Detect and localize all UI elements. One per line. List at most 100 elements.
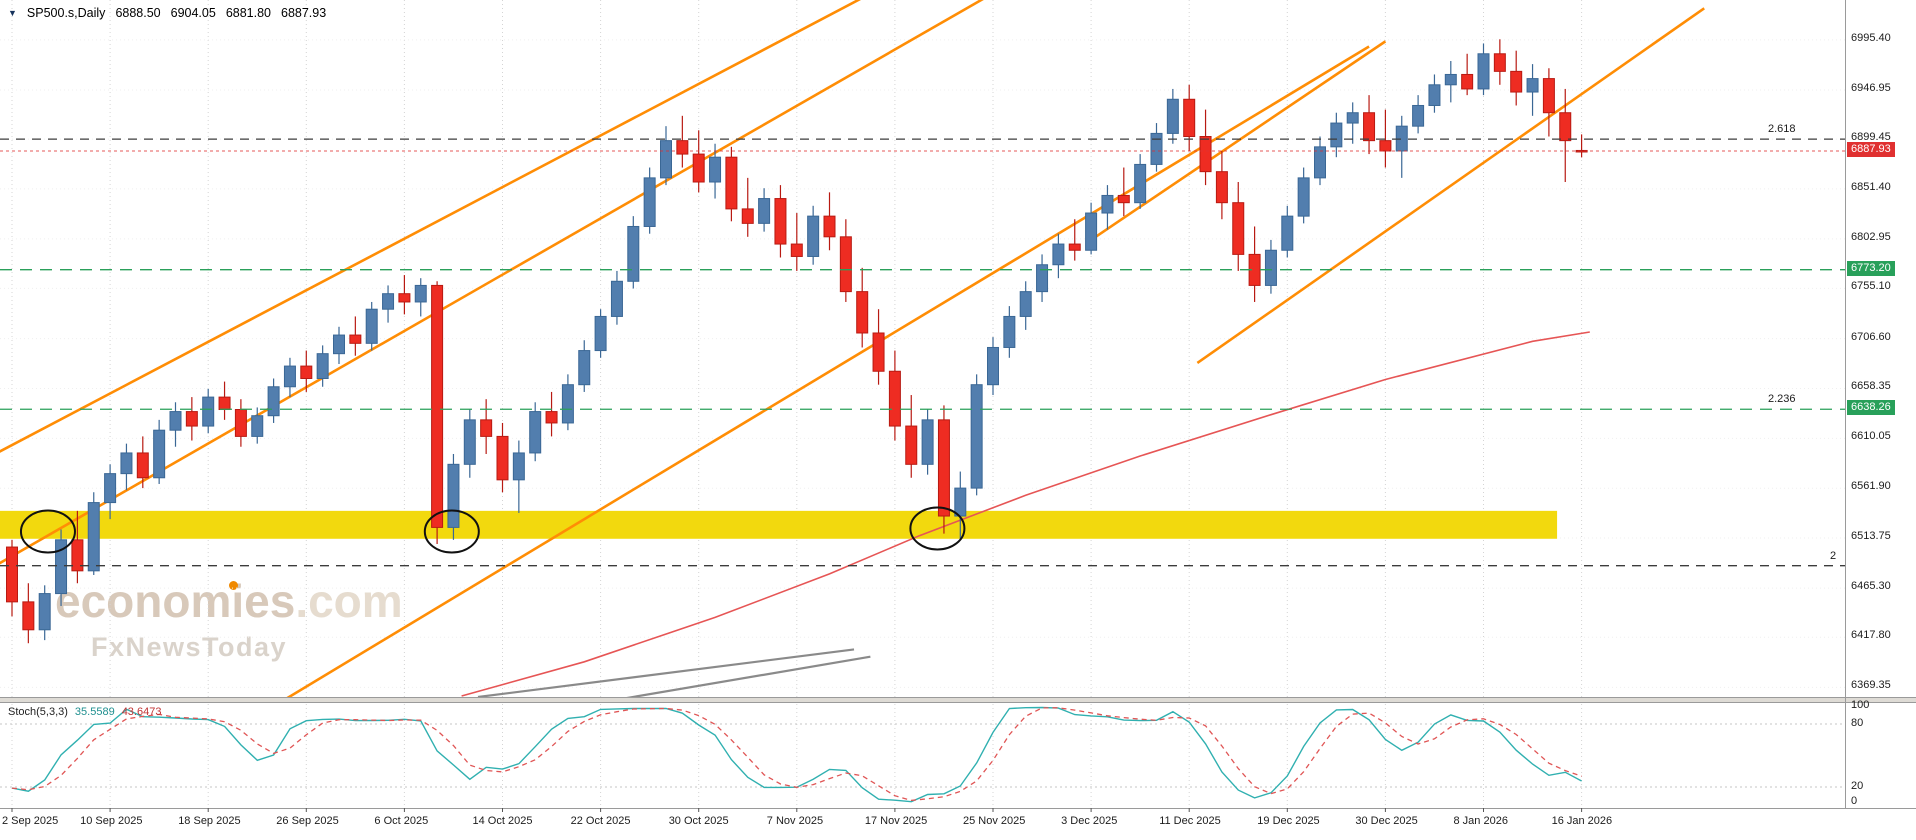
trend-line[interactable]: [1196, 7, 1705, 365]
candle-up: [970, 384, 983, 489]
candle-down: [480, 419, 493, 437]
quote-open: 6888.50: [115, 6, 161, 20]
candle-down: [1461, 73, 1474, 90]
candle-up: [1477, 53, 1490, 90]
watermark-brand-line: economies.com: [55, 578, 403, 624]
candle-down: [1117, 194, 1130, 204]
candle-down: [905, 425, 918, 465]
candle-up: [660, 140, 672, 179]
watermark: economies.com FxNewsToday: [55, 578, 403, 663]
watermark-brand: economies: [55, 575, 296, 627]
candle-down: [839, 236, 852, 293]
candle-up: [463, 419, 476, 465]
candle-up: [1085, 212, 1098, 251]
candle-up: [610, 280, 623, 317]
candle-up: [283, 365, 296, 388]
candle-down: [136, 452, 149, 479]
candle-down: [888, 370, 901, 427]
candle-up: [120, 452, 133, 475]
candle-down: [725, 156, 738, 210]
candle-down: [398, 293, 411, 303]
candle-down: [774, 198, 787, 245]
candle-up: [1314, 146, 1326, 179]
candle-down: [790, 243, 803, 257]
candle-up: [1052, 243, 1065, 266]
candle-up: [643, 177, 656, 227]
candle-down: [1575, 149, 1588, 153]
candle-up: [529, 411, 542, 454]
candle-up: [251, 415, 264, 437]
candle-down: [218, 396, 231, 411]
candle-up: [1297, 177, 1310, 217]
stochastic-layer: [0, 706, 1845, 803]
candle-up: [169, 411, 182, 431]
candle-down: [872, 332, 885, 372]
quote-bar: ▼ SP500.s,Daily 6888.50 6904.05 6881.80 …: [8, 6, 326, 20]
panel-splitter[interactable]: [0, 697, 1916, 703]
symbol-dropdown-icon[interactable]: ▼: [8, 8, 17, 18]
candle-down: [431, 284, 444, 528]
candle-up: [267, 386, 280, 417]
candle-down: [545, 411, 558, 424]
candle-up: [1428, 84, 1441, 106]
candle-up: [1166, 98, 1179, 134]
candle-down: [741, 208, 754, 224]
candle-down: [349, 334, 362, 344]
main-chart-layer: [0, 0, 1845, 707]
candle-down: [1379, 140, 1392, 152]
trend-line[interactable]: [477, 648, 855, 697]
candle-down: [71, 539, 84, 572]
candle-up: [561, 384, 574, 424]
quote-low: 6881.80: [225, 6, 271, 20]
quote-close: 6887.93: [281, 6, 327, 20]
candle-down: [1510, 70, 1523, 93]
watermark-logo-dot: [229, 581, 238, 590]
candle-up: [578, 350, 591, 386]
candle-up: [1150, 132, 1163, 165]
support-zone: [0, 510, 1558, 539]
candle-up: [807, 215, 820, 257]
candle-up: [954, 487, 967, 517]
trend-line[interactable]: [274, 45, 1370, 707]
candle-up: [921, 419, 934, 465]
candle-down: [496, 435, 509, 481]
candle-up: [1526, 78, 1539, 93]
candle-down: [1199, 136, 1212, 173]
candle-up: [512, 452, 525, 481]
candle-down: [1363, 112, 1376, 142]
candle-up: [153, 429, 166, 479]
candle-up: [1134, 163, 1147, 204]
stoch-d-line: [11, 707, 1582, 802]
candle-up: [202, 396, 215, 427]
candle-up: [1101, 194, 1114, 214]
trend-line[interactable]: [0, 0, 985, 565]
candle-up: [709, 156, 722, 183]
candle-up: [627, 225, 640, 282]
quote-high: 6904.05: [170, 6, 216, 20]
candle-up: [1019, 291, 1032, 317]
candle-up: [1264, 249, 1277, 286]
candle-up: [1412, 104, 1425, 127]
candle-up: [1036, 264, 1049, 293]
candle-down: [1215, 171, 1228, 204]
candle-down: [6, 546, 18, 603]
ellipse-annotation[interactable]: [19, 509, 76, 554]
candle-up: [447, 463, 460, 528]
trend-line[interactable]: [0, 0, 862, 453]
candle-up: [55, 539, 68, 595]
indicator-name: Stoch(5,3,3): [8, 706, 68, 718]
candle-up: [382, 293, 395, 310]
candle-down: [1232, 202, 1245, 255]
indicator-d-value: 43.6473: [121, 706, 162, 718]
candle-up: [316, 353, 329, 379]
candle-up: [987, 346, 999, 386]
candle-down: [22, 601, 35, 631]
candle-down: [937, 419, 950, 517]
candle-down: [823, 215, 836, 238]
trend-line[interactable]: [584, 655, 871, 706]
ellipse-annotation[interactable]: [423, 509, 480, 554]
ellipse-annotation[interactable]: [909, 506, 966, 551]
candle-up: [87, 502, 100, 572]
